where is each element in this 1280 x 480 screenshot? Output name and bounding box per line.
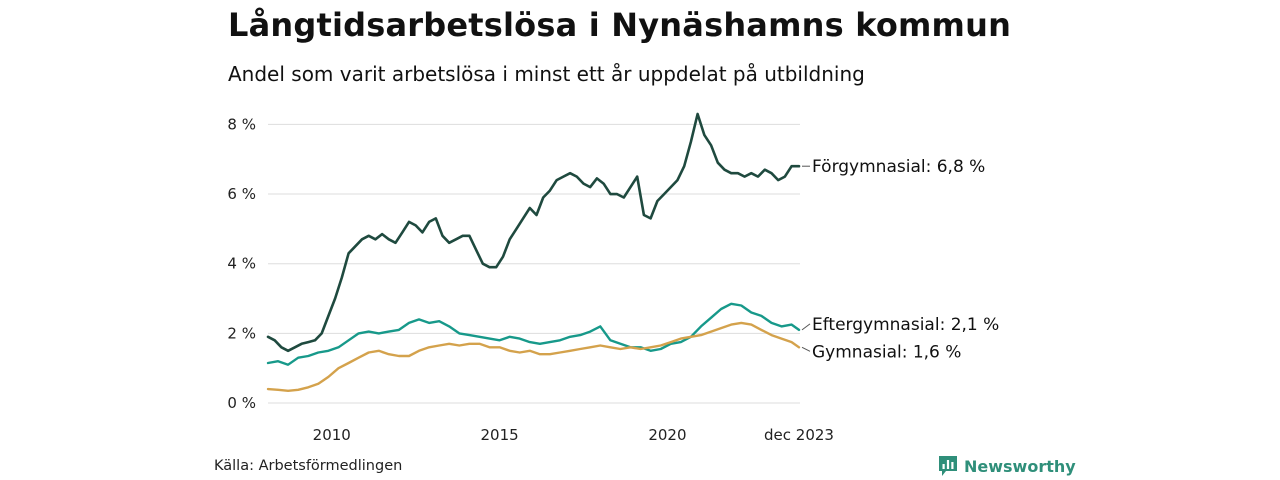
- x-tick-label: 2020: [648, 426, 686, 444]
- x-tick-label: dec 2023: [764, 426, 834, 444]
- y-axis-ticks: 0 % 2 % 4 % 6 % 8 %: [227, 115, 256, 412]
- y-tick-label: 6 %: [227, 185, 256, 203]
- series-line-förgymnasial: [266, 112, 801, 353]
- series-label-förgymnasial: Förgymnasial: 6,8 %: [812, 157, 985, 177]
- series-lines: [266, 112, 801, 392]
- series-line-gymnasial: [266, 321, 801, 392]
- series-line-eftergymnasial: [266, 302, 801, 366]
- chart-subtitle: Andel som varit arbetslösa i minst ett å…: [228, 62, 865, 86]
- brand-logo[interactable]: Newsworthy: [938, 455, 1076, 477]
- y-tick-label: 4 %: [227, 255, 256, 273]
- series-labels: Förgymnasial: 6,8 % Eftergymnasial: 2,1 %…: [801, 157, 999, 362]
- line-chart: 0 % 2 % 4 % 6 % 8 % 2010 2015 2020 dec 2023 För…: [227, 112, 999, 444]
- y-tick-label: 8 %: [227, 115, 256, 133]
- y-tick-label: 2 %: [227, 324, 256, 342]
- chart-title: Långtidsarbetslösa i Nynäshamns kommun: [228, 6, 1012, 44]
- brand-name: Newsworthy: [964, 456, 1076, 476]
- grid-lines: [268, 123, 800, 404]
- x-tick-label: 2015: [481, 426, 519, 444]
- x-tick-label: 2010: [313, 426, 351, 444]
- label-connector: [801, 346, 811, 352]
- source-note: Källa: Arbetsförmedlingen: [214, 458, 403, 474]
- x-axis-ticks: 2010 2015 2020 dec 2023: [313, 426, 834, 444]
- newsworthy-logo-icon: [939, 456, 957, 476]
- label-connector: [801, 323, 811, 331]
- y-tick-label: 0 %: [227, 394, 256, 412]
- series-label-eftergymnasial: Eftergymnasial: 2,1 %: [812, 315, 999, 335]
- series-label-gymnasial: Gymnasial: 1,6 %: [812, 342, 961, 362]
